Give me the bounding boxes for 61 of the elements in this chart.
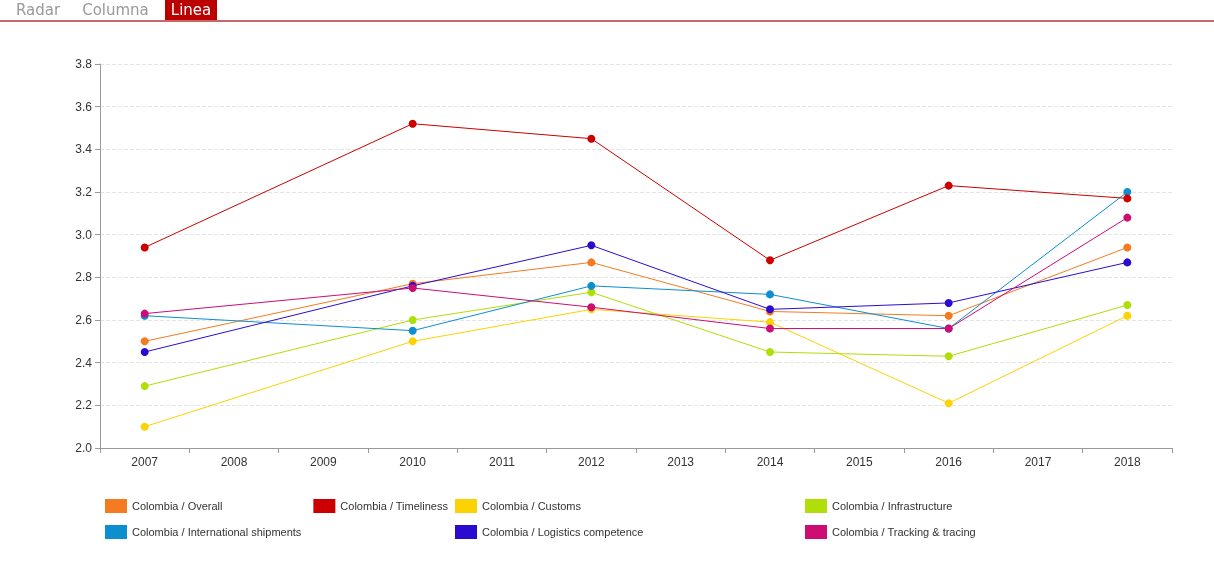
point — [766, 318, 774, 327]
legend-label: Colombia / Infrastructure — [832, 500, 953, 512]
x-tick-label: 2013 — [667, 455, 695, 469]
point — [140, 422, 149, 431]
x-tick-label: 2012 — [577, 455, 605, 469]
y-tick-label: 2.0 — [75, 441, 93, 455]
legend-label: Colombia / Overall — [132, 500, 223, 512]
y-tick-label: 3.8 — [75, 57, 93, 71]
point — [140, 382, 149, 391]
x-tick-label: 2009 — [309, 455, 337, 469]
y-tick-label: 2.2 — [75, 398, 93, 413]
point — [587, 134, 596, 143]
y-tick-label: 3.2 — [75, 185, 93, 199]
point — [766, 290, 774, 299]
x-tick-label: 2018 — [1113, 455, 1141, 469]
point — [408, 326, 417, 335]
text: Linea — [164, 0, 218, 20]
x-tick-label: 2007 — [131, 455, 159, 469]
y-tick-label: 2.4 — [75, 355, 93, 370]
point — [1123, 243, 1132, 252]
point — [766, 256, 774, 265]
point — [1123, 213, 1132, 222]
point — [944, 399, 953, 408]
y-tick-label: 2.6 — [75, 313, 93, 327]
text: Columna — [76, 0, 155, 20]
x-tick-label: 2014 — [756, 455, 784, 469]
legend-label: Colombia / Timeliness — [340, 500, 449, 512]
point — [944, 311, 953, 320]
y-tick-label: 3.4 — [75, 142, 93, 157]
point — [944, 298, 953, 307]
legend-label: Colombia / Customs — [482, 500, 582, 512]
x-tick-label: 2008 — [220, 455, 248, 469]
legend-label: Colombia / International shipments — [132, 526, 302, 538]
point — [587, 241, 596, 250]
point — [766, 324, 774, 333]
point — [944, 352, 953, 361]
point — [766, 348, 774, 356]
y-tick-label: 3.6 — [75, 99, 93, 114]
point — [140, 348, 149, 356]
point — [1123, 194, 1132, 203]
point — [587, 281, 596, 290]
point — [1123, 258, 1132, 267]
point — [587, 258, 596, 267]
y-tick-label: 2.8 — [75, 270, 93, 285]
y-tick-label: 3.0 — [75, 227, 93, 242]
x-tick-label: 2017 — [1024, 455, 1052, 469]
x-tick-label: 2016 — [935, 455, 963, 469]
x-tick-label: 2011 — [489, 455, 516, 469]
point — [140, 337, 149, 346]
point — [1123, 301, 1132, 310]
point — [944, 181, 953, 190]
point — [408, 337, 417, 346]
text: Radar — [10, 0, 67, 20]
x-tick-label: 2010 — [399, 455, 427, 469]
legend-label: Colombia / Tracking & tracing — [832, 526, 976, 538]
point — [140, 243, 149, 252]
x-tick-label: 2015 — [845, 455, 873, 469]
point — [408, 119, 417, 128]
legend-label: Colombia / Logistics competence — [482, 526, 644, 538]
point — [408, 316, 417, 324]
point — [1123, 311, 1132, 320]
